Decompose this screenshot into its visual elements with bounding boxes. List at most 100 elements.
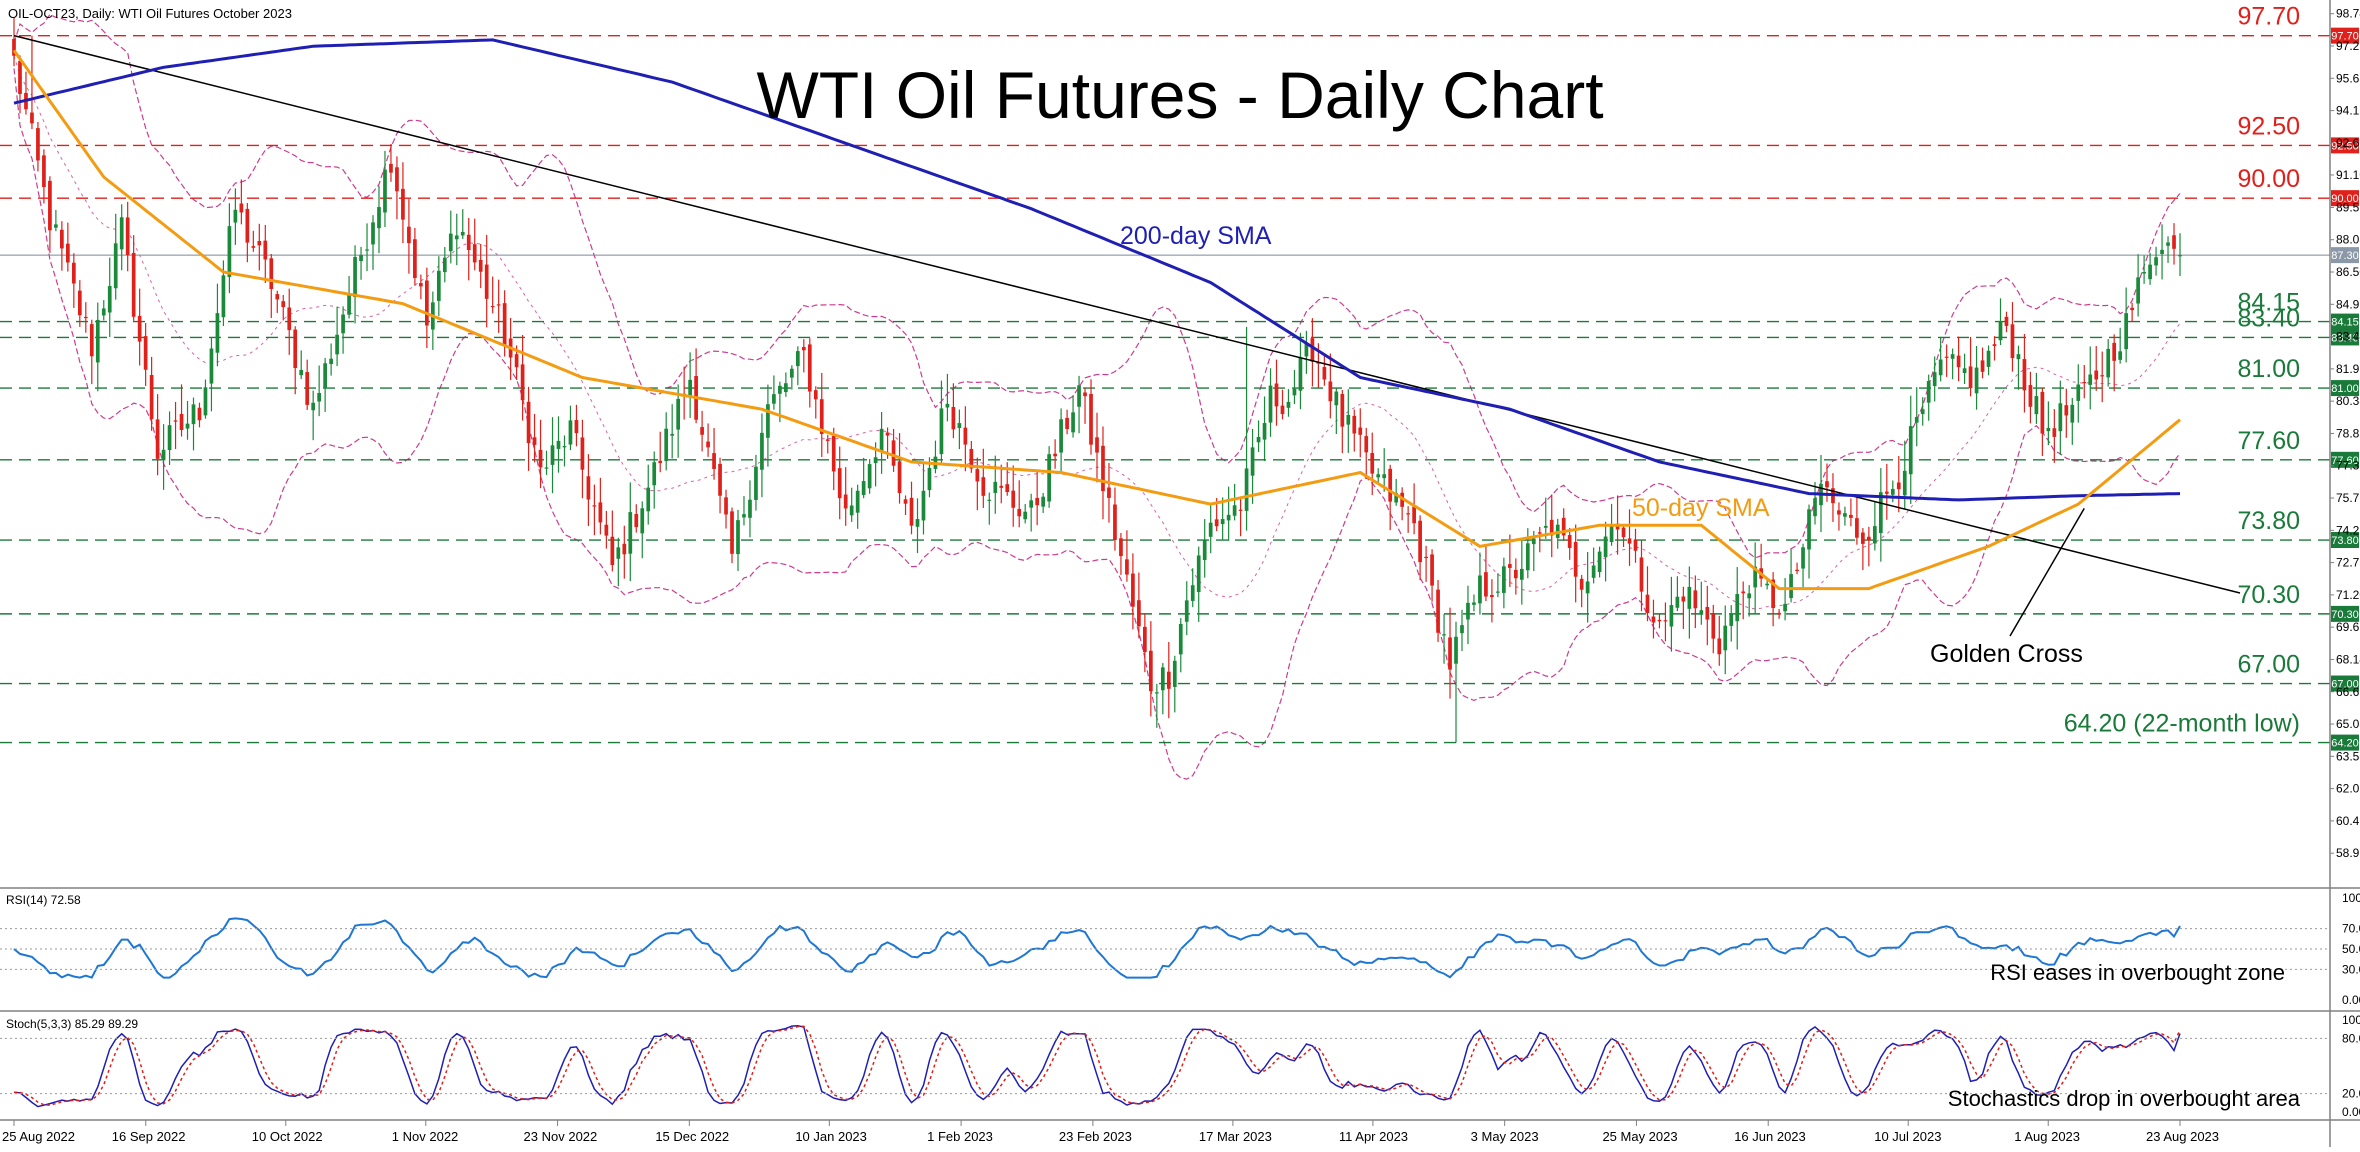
x-tick-label: 16 Sep 2022 xyxy=(112,1129,186,1144)
candle-body xyxy=(2076,384,2081,401)
candle-body xyxy=(1478,575,1482,604)
candle-body xyxy=(1699,610,1704,615)
candle-body xyxy=(1358,427,1363,435)
candle-body xyxy=(1053,453,1057,457)
candle-body xyxy=(1627,538,1632,544)
candle-body xyxy=(897,461,902,493)
candle-body xyxy=(592,505,597,507)
x-tick-label: 15 Dec 2022 xyxy=(655,1129,729,1144)
candle-body xyxy=(101,308,106,316)
candle-body xyxy=(2058,403,2063,432)
candle-body xyxy=(598,502,603,523)
candle-body xyxy=(837,468,842,499)
candle-body xyxy=(1041,496,1046,507)
candle-body xyxy=(1603,536,1608,558)
price-tick-label: 88.03 xyxy=(2336,233,2360,247)
candle-body xyxy=(161,449,166,461)
candle-body xyxy=(574,420,579,434)
candle-body xyxy=(2070,404,2075,423)
candle-body xyxy=(317,392,322,402)
rsi-annotation: RSI eases in overbought zone xyxy=(1990,960,2285,985)
candle-body xyxy=(514,354,519,368)
candle-body xyxy=(885,432,890,436)
support-axis-badge xyxy=(2331,451,2359,468)
price-tick-label: 75.79 xyxy=(2336,491,2360,505)
candle-body xyxy=(951,406,956,430)
candle-body xyxy=(12,38,16,56)
candle-body xyxy=(1388,468,1393,502)
candle-body xyxy=(113,243,118,289)
candle-body xyxy=(48,180,52,231)
price-tick-label: 69.67 xyxy=(2336,620,2360,634)
candle-body xyxy=(1280,405,1285,415)
candle-body xyxy=(1286,401,1291,408)
candle-body xyxy=(819,399,824,434)
candle-body xyxy=(2118,351,2123,360)
candle-body xyxy=(1801,547,1805,569)
candle-body xyxy=(2010,324,2015,359)
candle-body xyxy=(233,209,238,223)
candle-body xyxy=(377,207,381,229)
candle-body xyxy=(1597,551,1602,573)
price-tick-label: 71.20 xyxy=(2336,588,2360,602)
candle-body xyxy=(1412,506,1416,524)
candle-body xyxy=(1095,437,1099,453)
candle-body xyxy=(538,449,543,468)
candle-body xyxy=(1591,565,1596,578)
candle-body xyxy=(1980,360,1985,372)
candle-body xyxy=(137,315,142,342)
candle-body xyxy=(413,239,417,279)
candle-body xyxy=(1783,603,1787,612)
rsi-line xyxy=(13,917,2181,979)
candle-body xyxy=(1089,393,1093,445)
candle-body xyxy=(1681,596,1686,602)
candle-body xyxy=(867,464,872,489)
candle-body xyxy=(2154,257,2158,266)
candle-body xyxy=(466,234,471,251)
candle-body xyxy=(299,369,304,376)
price-tick-label: 77.32 xyxy=(2336,459,2360,473)
candle-body xyxy=(700,427,704,435)
resistance-level-label: 92.50 xyxy=(2237,112,2300,140)
support-axis-badge xyxy=(2331,329,2359,346)
candle-body xyxy=(472,244,477,263)
support-level-label: 81.00 xyxy=(2237,355,2300,383)
candle-body xyxy=(490,306,495,308)
candle-body xyxy=(1196,555,1201,593)
candle-body xyxy=(179,413,184,430)
candle-body xyxy=(251,246,256,248)
support-level-label: 83.40 xyxy=(2237,304,2300,332)
candle-body xyxy=(1190,585,1195,601)
candle-body xyxy=(640,508,645,534)
candle-body xyxy=(281,301,286,308)
candle-body xyxy=(2106,348,2111,378)
candle-body xyxy=(736,520,740,555)
candle-body xyxy=(1178,623,1183,655)
price-tick-label: 66.61 xyxy=(2336,685,2360,699)
price-tick-label: 63.55 xyxy=(2336,749,2360,763)
candle-body xyxy=(347,294,351,315)
candle-body xyxy=(119,217,124,250)
price-tick-label: 97.21 xyxy=(2336,39,2360,53)
price-tick-label: 89.56 xyxy=(2336,200,2360,214)
candle-body xyxy=(77,290,82,316)
price-tick-label: 62.02 xyxy=(2336,782,2360,796)
candle-body xyxy=(436,270,441,301)
candle-body xyxy=(2004,316,2009,326)
candle-body xyxy=(2142,272,2146,274)
candle-body xyxy=(1113,504,1117,540)
candle-body xyxy=(1059,419,1063,453)
price-tick-label: 91.10 xyxy=(2336,168,2360,182)
candle-body xyxy=(1310,338,1315,362)
x-tick-label: 1 Aug 2023 xyxy=(2014,1129,2080,1144)
candle-body xyxy=(1962,368,1967,374)
stoch-label: Stoch(5,3,3) 85.29 89.29 xyxy=(6,1017,138,1031)
candle-body xyxy=(652,462,657,486)
candle-body xyxy=(1418,520,1422,563)
support-axis-badge-label: 64.20 xyxy=(2331,738,2359,750)
golden-cross-pointer xyxy=(2009,507,2085,637)
candle-body xyxy=(1220,519,1225,525)
resistance-axis-badge xyxy=(2331,190,2359,207)
support-axis-badge-label: 84.15 xyxy=(2331,317,2359,329)
